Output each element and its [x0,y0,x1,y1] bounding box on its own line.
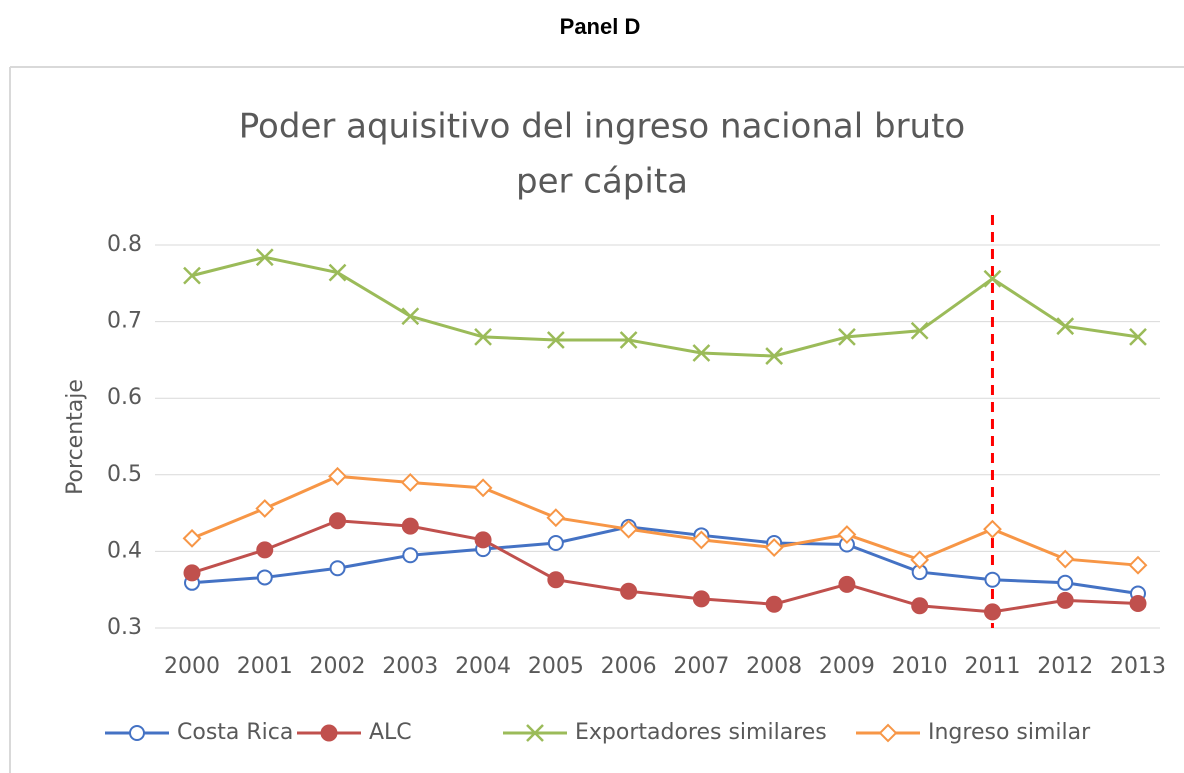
y-axis-label: Porcentaje [63,379,88,495]
point [619,331,638,349]
legend-marker [526,724,544,742]
series-line [191,474,1139,567]
legend-marker [320,724,338,742]
y-tick-label: 0.5 [107,462,142,487]
legend-label: Costa Rica [177,720,293,745]
point [910,550,930,570]
point [1129,328,1147,346]
point [765,595,783,613]
point [256,541,274,559]
point [547,571,565,589]
point [692,344,711,362]
point [256,569,273,586]
x-tick-label: 2009 [819,654,875,679]
chart-title: Poder aquisitivo del ingreso nacional br… [239,107,965,147]
point [983,269,1002,288]
x-tick-label: 2002 [310,654,366,679]
y-tick-label: 0.6 [107,385,142,410]
point [983,519,1002,539]
point [474,328,492,346]
x-tick-label: 2007 [673,654,729,679]
point [983,603,1001,621]
point [1057,574,1074,591]
legend-marker [878,723,898,743]
point [691,530,711,550]
series-line [191,255,1139,358]
x-tick-label: 2000 [164,654,220,679]
legend-marker [129,725,145,741]
point [401,307,420,326]
series-line [191,525,1139,596]
series-line [191,519,1139,614]
point [402,547,419,564]
point [1056,317,1075,336]
point [1056,591,1074,609]
point [838,575,856,593]
point [764,538,784,557]
legend-label: Ingreso similar [928,720,1091,745]
point [400,473,420,492]
chart-title: per cápita [516,162,688,202]
point [546,508,566,528]
point [329,560,346,577]
point [765,347,784,365]
x-tick-label: 2004 [455,654,511,679]
point [474,531,492,549]
point [328,466,347,486]
point [910,321,929,340]
point [1055,549,1075,569]
legend-label: ALC [369,720,412,745]
point [473,478,493,498]
x-tick-label: 2011 [964,654,1020,679]
y-tick-label: 0.8 [107,232,142,257]
point [401,517,419,535]
x-tick-label: 2001 [237,654,293,679]
point [692,590,710,608]
point [328,263,347,282]
point [329,512,347,530]
x-tick-label: 2012 [1037,654,1093,679]
x-tick-label: 2005 [528,654,584,679]
point [619,519,639,539]
y-tick-label: 0.3 [107,615,142,640]
y-tick-label: 0.7 [107,309,142,334]
point [255,499,275,518]
point [547,534,564,551]
x-tick-label: 2010 [892,654,948,679]
x-tick-label: 2008 [746,654,802,679]
point [183,564,201,582]
point [620,582,638,600]
legend-label: Exportadores similares [575,720,827,745]
point [546,331,565,349]
x-tick-label: 2006 [601,654,657,679]
x-tick-label: 2003 [382,654,438,679]
point [182,528,202,548]
panel-label: Panel D [560,14,641,39]
point [1128,555,1148,575]
point [255,248,274,267]
x-tick-label: 2013 [1110,654,1166,679]
point [183,266,201,285]
point [1129,594,1147,612]
point [837,525,857,544]
point [984,571,1001,588]
point [911,597,929,615]
y-tick-label: 0.4 [107,538,142,563]
point [838,328,856,346]
